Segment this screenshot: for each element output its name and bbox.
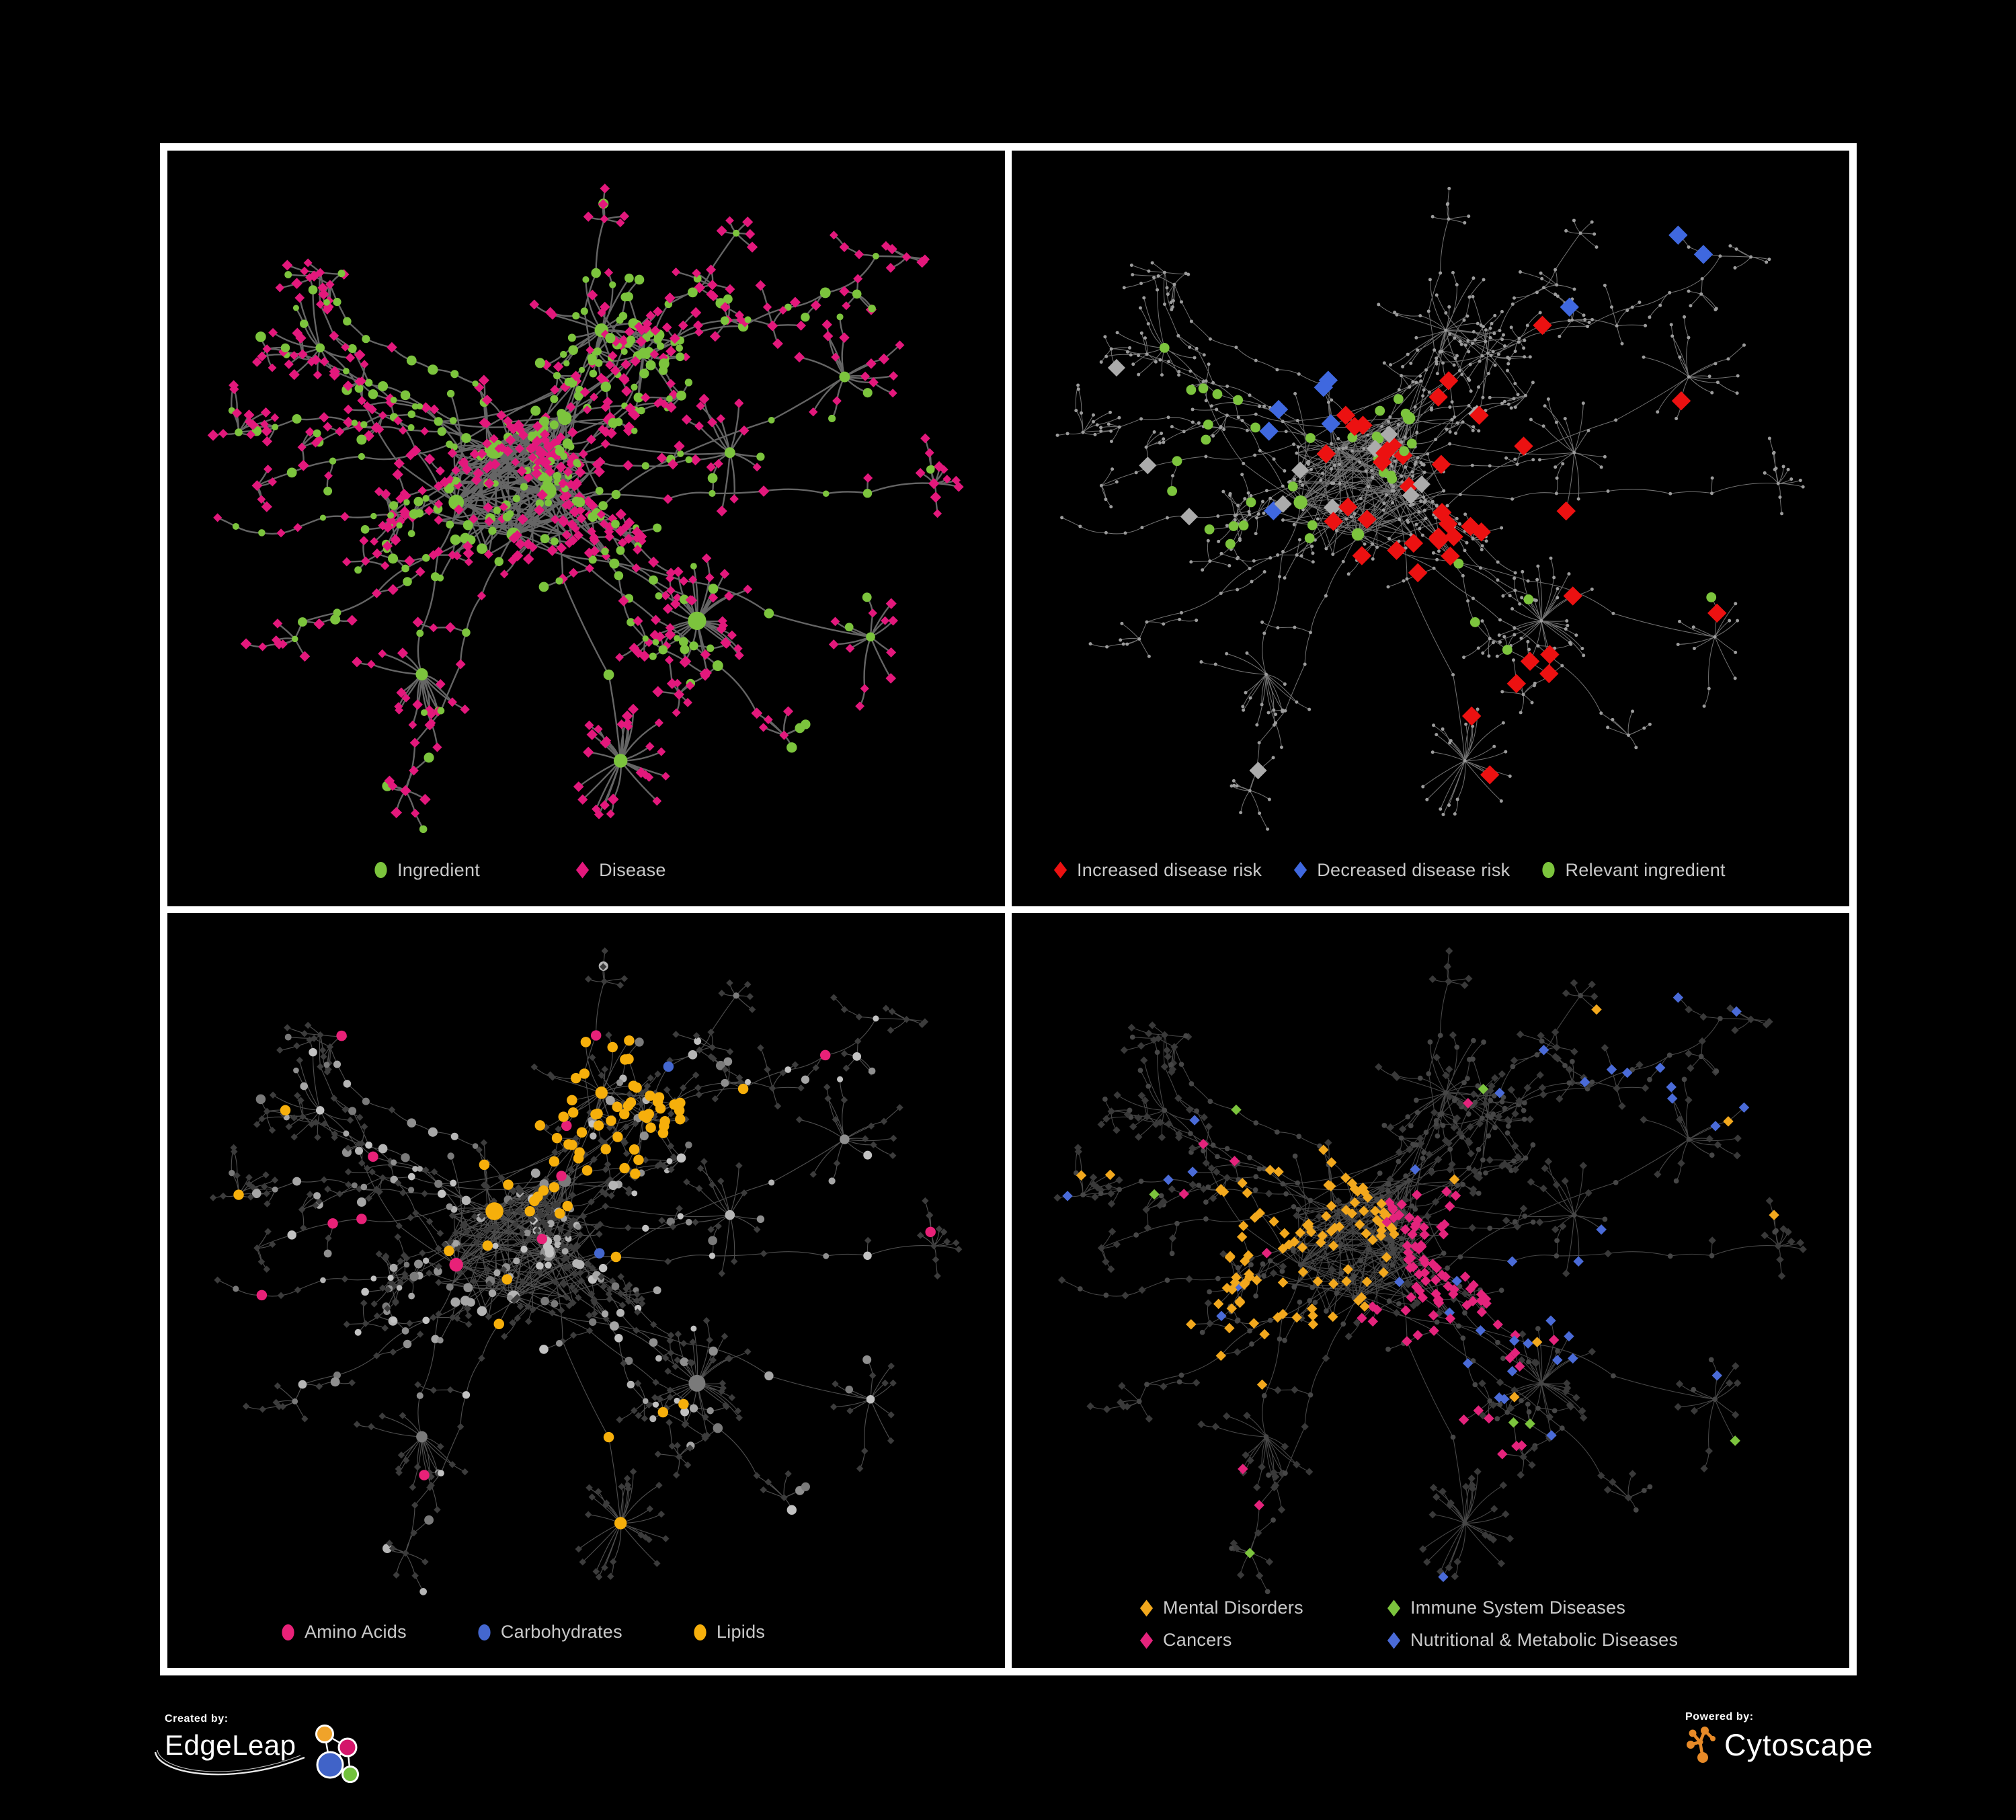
legend-item-disease: Disease — [575, 860, 666, 881]
panel-ingredient-disease: Ingredient Disease — [167, 151, 1005, 906]
disease-risk-network-graph — [1055, 186, 1805, 831]
legend-disease-classes: Mental Disorders Immune System Diseases … — [1012, 1597, 1849, 1651]
legend-item-ingredient: Ingredient — [373, 860, 480, 881]
decreased-risk-diamond-icon — [1294, 861, 1307, 879]
legend-label: Decreased disease risk — [1317, 859, 1510, 880]
legend-item-cancers: Cancers — [1139, 1630, 1386, 1651]
legend-disease-risk: Increased disease risk Decreased disease… — [1012, 860, 1849, 881]
legend-item-immune-system-diseases: Immune System Diseases — [1386, 1597, 1678, 1618]
legend-label: Cancers — [1163, 1630, 1232, 1650]
legend-item-carbohydrates: Carbohydrates — [477, 1622, 622, 1643]
legend-item-increased-risk: Increased disease risk — [1053, 860, 1262, 881]
increased-risk-diamond-icon — [1053, 861, 1067, 879]
legend-label: Amino Acids — [305, 1622, 407, 1642]
legend-label: Mental Disorders — [1163, 1597, 1303, 1618]
legend-label: Ingredient — [397, 859, 481, 880]
powered-by-block: Powered by: Cytoscape — [1685, 1711, 1873, 1765]
legend-label: Nutritional & Metabolic Diseases — [1410, 1630, 1679, 1650]
lipids-circle-icon — [694, 1624, 707, 1640]
legend-item-mental-disorders: Mental Disorders — [1139, 1597, 1386, 1618]
legend-item-nutritional-metabolic-diseases: Nutritional & Metabolic Diseases — [1386, 1630, 1678, 1651]
legend-ingredient-disease: Ingredient Disease — [167, 860, 1005, 881]
relevant-ingredient-circle-icon — [1542, 862, 1556, 878]
mental-disorders-diamond-icon — [1139, 1599, 1154, 1616]
powered-by-label: Powered by: — [1685, 1711, 1754, 1723]
cancers-diamond-icon — [1139, 1632, 1154, 1649]
four-panel-network-grid: Ingredient Disease Increased disease ris… — [160, 143, 1857, 1675]
edgeleap-swoosh-icon — [154, 1749, 305, 1776]
created-by-block: Created by: EdgeLeap — [154, 1713, 361, 1788]
ingredient-circle-icon — [374, 862, 387, 878]
edgeleap-brand: EdgeLeap — [154, 1725, 361, 1788]
nutritional-metabolic-diseases-diamond-icon — [1387, 1632, 1401, 1649]
created-by-label: Created by: — [165, 1713, 229, 1725]
immune-system-diseases-diamond-icon — [1387, 1599, 1401, 1616]
panel-disease-risk: Increased disease risk Decreased disease… — [1012, 151, 1849, 906]
disease-classes-network-graph — [1053, 947, 1807, 1594]
legend-item-relevant-ingredient: Relevant ingredient — [1541, 859, 1726, 881]
legend-label: Lipids — [716, 1622, 766, 1642]
edgeleap-logo-icon — [315, 1725, 359, 1783]
legend-label: Immune System Diseases — [1410, 1597, 1626, 1618]
ingredient-disease-network-graph — [207, 184, 964, 834]
nutrient-classes-network-graph — [209, 947, 963, 1595]
disease-diamond-icon — [576, 861, 590, 879]
panel-nutrient-classes: Amino Acids Carbohydrates Lipids — [167, 912, 1005, 1668]
legend-nutrient-classes: Amino Acids Carbohydrates Lipids — [167, 1622, 1005, 1643]
legend-label: Increased disease risk — [1077, 859, 1262, 880]
legend-label: Relevant ingredient — [1565, 859, 1726, 880]
legend-item-lipids: Lipids — [692, 1622, 765, 1643]
cytoscape-logo-icon — [1687, 1727, 1716, 1763]
legend-label: Disease — [599, 859, 666, 880]
panel-disease-classes: Mental Disorders Immune System Diseases … — [1012, 912, 1849, 1668]
legend-item-amino-acids: Amino Acids — [280, 1622, 407, 1643]
edgeleap-wordmark: EdgeLeap — [165, 1729, 296, 1761]
cytoscape-wordmark: Cytoscape — [1724, 1728, 1873, 1762]
cytoscape-brand: Cytoscape — [1685, 1726, 1873, 1765]
legend-item-decreased-risk: Decreased disease risk — [1293, 860, 1510, 881]
legend-label: Carbohydrates — [500, 1622, 622, 1642]
carbohydrates-circle-icon — [478, 1624, 491, 1640]
amino-acids-circle-icon — [282, 1624, 294, 1640]
